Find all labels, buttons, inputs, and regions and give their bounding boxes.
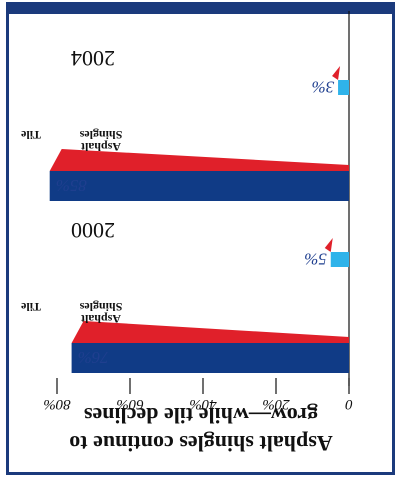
category-label-tile: Tile	[20, 300, 40, 314]
asphalt-bar	[71, 343, 349, 373]
category-label-asphalt-2: Shingles	[79, 300, 122, 314]
x-tick-label: 0	[345, 396, 353, 412]
year-label: 2004	[71, 46, 115, 71]
asphalt-value-label: 76%	[78, 348, 109, 367]
tile-bar	[330, 252, 349, 267]
x-tick-label: 40%	[189, 396, 217, 412]
asphalt-value-label: 85%	[56, 176, 87, 195]
chart-axis: 0 20% 40% 60% 80%	[43, 11, 353, 412]
category-label-asphalt-2: Shingles	[79, 128, 122, 142]
category-label-tile: Tile	[20, 128, 40, 142]
x-tick-label: 20%	[262, 396, 290, 412]
asphalt-bar-side	[49, 149, 349, 171]
tile-value-label: 3%	[311, 78, 335, 97]
year-label: 2000	[71, 218, 115, 243]
tile-value-label: 5%	[304, 250, 327, 269]
chart-title-line-2: grow—while tile declines	[83, 403, 318, 428]
category-label-asphalt: Asphalt	[81, 140, 121, 154]
category-label-asphalt: Asphalt	[81, 312, 121, 326]
chart-bars: 76%5%AsphaltShinglesTile200085%3%Asphalt…	[20, 46, 349, 373]
tile-bar	[338, 80, 349, 95]
x-tick-label: 60%	[116, 396, 144, 412]
tile-bar-side	[324, 238, 333, 252]
chart-title-line-1: Asphalt shingles continue to	[69, 431, 332, 456]
tile-bar-side	[332, 66, 341, 80]
asphalt-bar	[49, 171, 349, 201]
asphalt-bar-side	[71, 321, 349, 343]
chart-bottom-band	[6, 2, 395, 14]
x-tick-label: 80%	[43, 396, 71, 412]
